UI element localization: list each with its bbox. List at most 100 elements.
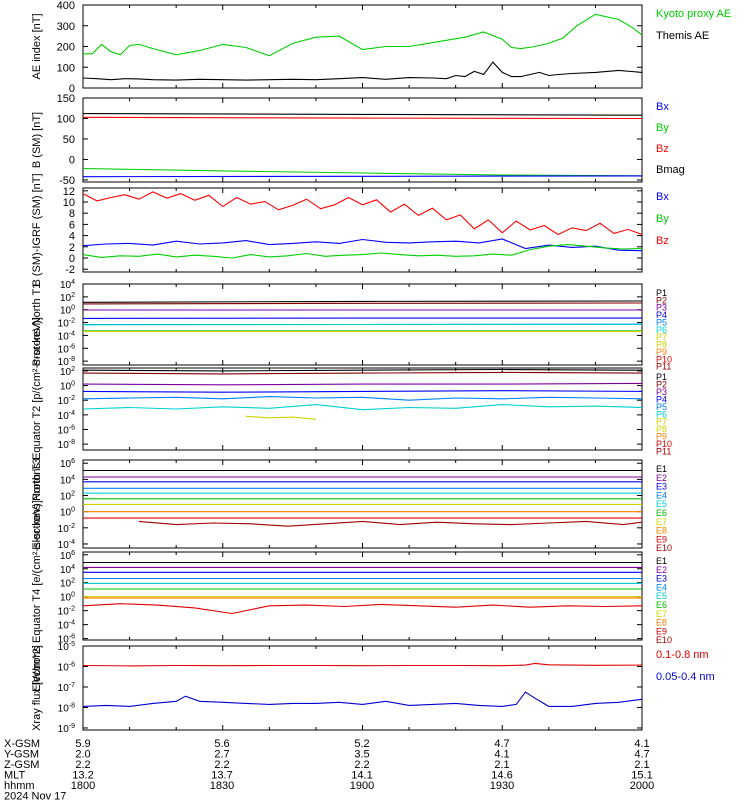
legend-entry: E2 xyxy=(656,473,667,483)
ephemeris-value: 4.1 xyxy=(494,749,509,761)
y-tick-label: 8 xyxy=(69,208,75,220)
y-tick-label: 102 xyxy=(60,491,75,503)
ephemeris-value: 2000 xyxy=(630,780,654,792)
y-tick-label: 10-4 xyxy=(58,410,75,422)
y-axis-label: Electrons Equator T4 [e/(cm²-s-sr-keV)] xyxy=(31,500,43,692)
ephemeris-value: 2.2 xyxy=(75,759,90,771)
ephemeris-value: 1800 xyxy=(71,780,95,792)
y-tick-label: 200 xyxy=(57,42,75,54)
y-tick-label: 100 xyxy=(57,113,75,125)
y-axis-label: Protons Equator T2 [p/(cm²-s-sr-keV)] xyxy=(31,317,43,501)
panel-frame xyxy=(82,4,643,89)
y-tick-label: 106 xyxy=(60,458,75,470)
legend-entry: Bz xyxy=(656,235,669,247)
legend-entry: P3 xyxy=(656,303,667,313)
legend-entry: P10 xyxy=(656,439,672,449)
legend-entry: P5 xyxy=(656,317,667,327)
legend-entry: P3 xyxy=(656,387,667,397)
y-tick-label: 400 xyxy=(57,0,75,12)
legend-entry: P6 xyxy=(656,409,667,419)
legend-entry: P11 xyxy=(656,447,671,457)
legend-entry: P7 xyxy=(656,332,667,342)
legend-entry: E2 xyxy=(656,565,667,575)
panel-frame xyxy=(82,187,643,273)
series-line-themis-ae xyxy=(83,61,642,81)
y-tick-label: 10-8 xyxy=(58,356,75,368)
y-tick-label: 6 xyxy=(69,219,75,231)
y-tick-label: 10-6 xyxy=(58,425,75,437)
y-axis-label: Xray flux [W/m^2] xyxy=(31,645,43,731)
ephemeris-value: 1930 xyxy=(490,780,514,792)
legend-entry: 0.1-0.8 nm xyxy=(656,649,709,661)
series-line-bz xyxy=(83,116,642,120)
series-line-e9 xyxy=(83,603,642,615)
ephemeris-value: 13.7 xyxy=(211,770,232,782)
legend-entry: P7 xyxy=(656,417,667,427)
ephemeris-value: 15.1 xyxy=(631,770,652,782)
legend-entry: P1 xyxy=(656,288,667,298)
legend-entry: E8 xyxy=(656,526,667,536)
y-tick-label: -2 xyxy=(65,264,75,276)
ephemeris-value: 3.5 xyxy=(354,749,369,761)
series-line-0-05-0-4-nm xyxy=(83,691,642,707)
ephemeris-value: 2.1 xyxy=(634,759,649,771)
y-tick-label: 10-4 xyxy=(58,330,75,342)
y-tick-label: 10-6 xyxy=(58,661,75,673)
legend-entry: E5 xyxy=(656,591,667,601)
legend-entry: 0.05-0.4 nm xyxy=(656,671,715,683)
ephemeris-label: hhmm xyxy=(4,780,35,792)
y-tick-label: 2 xyxy=(69,242,75,254)
y-axis-label: Electrons North T3 xyxy=(31,458,43,550)
y-tick-label: 10-9 xyxy=(58,723,75,735)
ephemeris-value: 4.7 xyxy=(634,749,649,761)
legend-entry: Bx xyxy=(656,191,669,203)
series-line-by xyxy=(83,244,642,259)
ephemeris-value: 14.1 xyxy=(351,770,372,782)
y-tick-label: 10-8 xyxy=(58,702,75,714)
legend-entry: Themis AE xyxy=(656,30,709,42)
y-tick-label: 100 xyxy=(60,592,75,604)
y-tick-label: 10-5 xyxy=(58,641,75,653)
y-tick-label: 10-2 xyxy=(58,318,75,330)
y-tick-label: 0 xyxy=(69,253,75,265)
legend-entry: E5 xyxy=(656,499,667,509)
y-tick-label: 10 xyxy=(63,197,75,209)
y-tick-label: 104 xyxy=(60,564,75,576)
ephemeris-label: MLT xyxy=(4,770,25,782)
legend-entry: P8 xyxy=(656,424,667,434)
y-tick-label: 10-8 xyxy=(58,439,75,451)
ephemeris-value: 5.2 xyxy=(354,738,369,750)
y-tick-label: 10-7 xyxy=(58,682,75,694)
legend-entry: E10 xyxy=(656,635,672,645)
ephemeris-label: X-GSM xyxy=(4,738,40,750)
series-line-by xyxy=(83,167,642,177)
ephemeris-value: 4.7 xyxy=(494,738,509,750)
ephemeris-value: 2.2 xyxy=(214,759,229,771)
date-label: 2024 Nov 17 xyxy=(4,791,66,800)
ephemeris-value: 14.6 xyxy=(491,770,512,782)
series-line-p2 xyxy=(83,302,642,305)
ephemeris-value: 5.9 xyxy=(75,738,90,750)
y-tick-label: 100 xyxy=(60,507,75,519)
ephemeris-value: 2.2 xyxy=(354,759,369,771)
y-axis-label: B (SM)-IGRF (SM) [nT] xyxy=(31,173,43,286)
series-line-bmag xyxy=(83,113,642,116)
series-line-e10 xyxy=(138,520,642,527)
series-line-p2 xyxy=(83,371,642,375)
series-line-bx xyxy=(83,238,642,252)
y-axis-label: Protons North T1 xyxy=(31,283,43,367)
y-tick-label: 106 xyxy=(60,550,75,562)
y-tick-label: 100 xyxy=(60,381,75,393)
legend-entry: P10 xyxy=(656,354,672,364)
panel-frame xyxy=(82,551,643,641)
series-line-bz xyxy=(83,191,642,236)
ephemeris-value: 1900 xyxy=(350,780,374,792)
legend-entry: E3 xyxy=(656,482,667,492)
series-line-0-1-0-8-nm xyxy=(83,662,642,667)
legend-entry: By xyxy=(656,213,669,225)
series-line-p3 xyxy=(83,382,642,386)
ephemeris-value: 2.0 xyxy=(75,749,90,761)
ephemeris-value: 1830 xyxy=(210,780,234,792)
series-line-p8 xyxy=(245,415,316,420)
y-tick-label: 300 xyxy=(57,21,75,33)
